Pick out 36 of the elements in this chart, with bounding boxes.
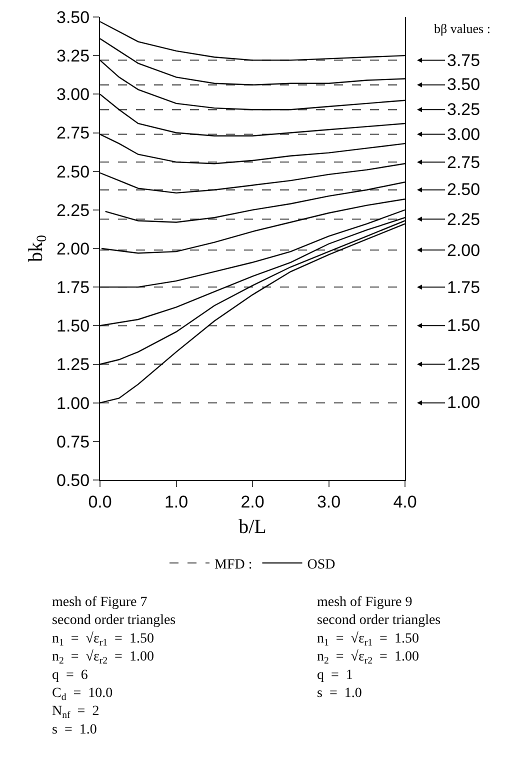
text: mesh of Figure 9 second order triangles n$_{1}$ = √ε$_{r1}$ = 1.50 n$_{2}$ = √ε$_{r2}$ = 1.00 q = 1 s = 1.0	[317, 595, 441, 701]
y-tick-label: 2.25	[56, 200, 90, 220]
text: 1.00	[447, 393, 480, 412]
y-tick-label: 2.00	[56, 239, 90, 258]
text: 3.25	[447, 100, 480, 119]
y-tick-label: 1.50	[56, 316, 90, 336]
y-tick-label: 2.75	[56, 124, 90, 143]
text: 3.75	[447, 51, 480, 70]
y-tick-label: 1.25	[56, 355, 90, 374]
x-tick-label: 1.0	[164, 492, 188, 512]
text: bβ values :	[434, 21, 490, 36]
y-tick-label: 3.00	[56, 85, 90, 104]
y-tick-label: 0.75	[56, 432, 90, 452]
legend-label: OSD	[307, 557, 336, 572]
y-tick-label: 3.25	[56, 46, 90, 66]
legend-label: MFD :	[214, 557, 252, 572]
text: 1.50	[447, 316, 480, 335]
text: 2.75	[447, 153, 480, 172]
x-tick-label: 0.0	[88, 492, 112, 512]
y-tick-label: 1.75	[56, 278, 90, 298]
text: mesh of Figure 7 second order triangles n$_{1}$ = √ε$_{r1}$ = 1.50 n$_{2}$ = √ε$_{r2}$ = 1.00 q = 6 C$_{d}$ = 10.0 N$_{nf}$ = 2 s = 1.0	[52, 595, 176, 738]
text: 1.75	[447, 278, 480, 297]
y-tick-label: 3.50	[56, 8, 90, 27]
text: 3.00	[447, 125, 480, 144]
x-tick-label: 4.0	[393, 492, 417, 512]
text: 2.00	[447, 241, 480, 260]
x-tick-label: 2.0	[240, 492, 264, 512]
y-tick-label: 0.50	[56, 470, 90, 490]
x-tick-label: 3.0	[316, 492, 341, 512]
y-tick-label: 2.50	[56, 162, 90, 182]
text: 3.50	[447, 75, 480, 94]
text: 2.50	[447, 180, 480, 199]
x-axis-title: b/L	[238, 516, 266, 538]
text: 1.25	[447, 355, 480, 374]
y-tick-label: 1.00	[56, 394, 90, 413]
text: 2.25	[447, 210, 480, 229]
